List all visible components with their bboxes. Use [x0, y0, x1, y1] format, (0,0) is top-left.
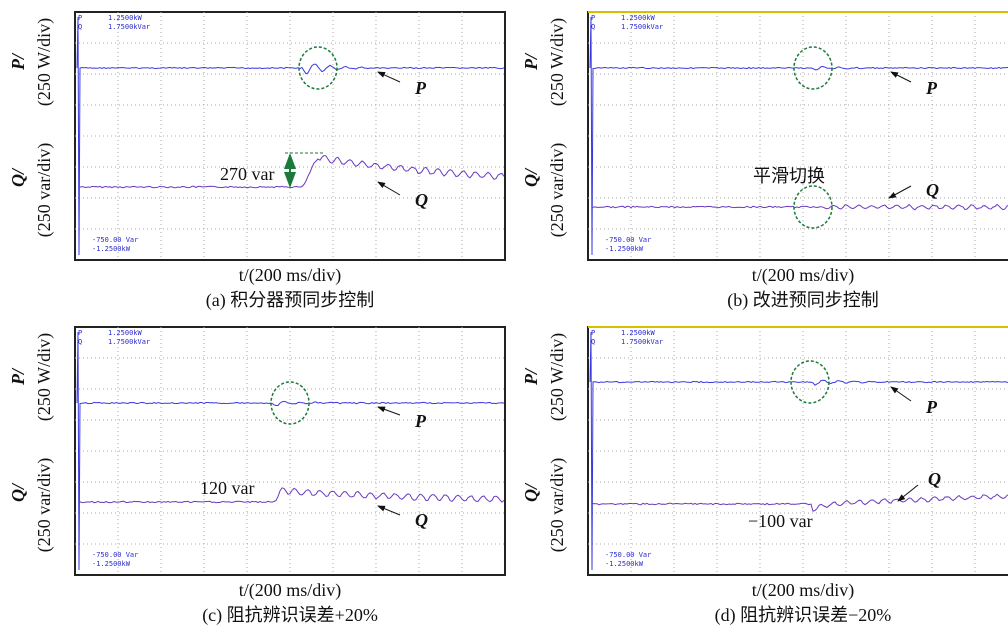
caption: (b) 改进预同步控制 — [727, 290, 879, 311]
scope-label: -750.00 Var — [92, 551, 138, 559]
y-axis-label: P/ — [8, 367, 28, 386]
y-axis-label: P/ — [521, 367, 541, 386]
y-axis-label: P/ — [8, 52, 28, 71]
scope-label: P — [591, 329, 595, 337]
annotation: 平滑切换 — [753, 166, 825, 186]
scope-label: -750.00 Var — [605, 236, 651, 244]
y-axis-label: (250 var/div) — [547, 458, 568, 552]
scope-label: 1.7500kVar — [621, 23, 663, 31]
x-axis-label: t/(200 ms/div) — [239, 265, 342, 286]
annotation: −100 var — [748, 511, 813, 531]
annotation: Q — [415, 510, 428, 530]
y-axis-label: P/ — [521, 52, 541, 71]
scope-label: 1.7500kVar — [621, 338, 663, 346]
y-axis-label: (250 var/div) — [547, 143, 568, 237]
scope-label: 1.2500kW — [108, 14, 143, 22]
caption: (c) 阻抗辨识误差+20% — [202, 605, 378, 626]
annotation: Q — [926, 180, 939, 200]
scope-label: -750.00 Var — [605, 551, 651, 559]
annotation: 120 var — [200, 478, 254, 498]
caption: (a) 积分器预同步控制 — [206, 290, 374, 311]
scope-label: Q — [591, 338, 595, 346]
scope-label: -1.2500kW — [605, 560, 644, 568]
annotation: P — [414, 78, 427, 98]
y-axis-label: Q/ — [8, 482, 28, 502]
scope-label: Q — [591, 23, 595, 31]
scope-label: -1.2500kW — [92, 245, 131, 253]
scope-label: 1.2500kW — [108, 329, 143, 337]
scope-label: 1.2500kW — [621, 329, 656, 337]
scope-label: Q — [78, 338, 82, 346]
y-axis-label: (250 var/div) — [34, 143, 55, 237]
annotation: Q — [928, 469, 941, 489]
annotation: P — [414, 411, 427, 431]
scope-label: -750.00 Var — [92, 236, 138, 244]
scope-label: P — [78, 329, 82, 337]
annotation: Q — [415, 190, 428, 210]
annotation: P — [925, 78, 938, 98]
y-axis-label: Q/ — [521, 482, 541, 502]
x-axis-label: t/(200 ms/div) — [752, 580, 855, 601]
figure: PQ1.2500kW1.7500kVar-750.00 Var-1.2500kW… — [0, 0, 1008, 637]
x-axis-label: t/(200 ms/div) — [752, 265, 855, 286]
scope-label: Q — [78, 23, 82, 31]
y-axis-label: (250 W/div) — [34, 333, 55, 421]
scope-label: 1.7500kVar — [108, 338, 150, 346]
y-axis-label: (250 W/div) — [547, 333, 568, 421]
scope-label: P — [78, 14, 82, 22]
annotation: P — [925, 397, 938, 417]
y-axis-label: Q/ — [8, 167, 28, 187]
y-axis-label: (250 var/div) — [34, 458, 55, 552]
annotation: 270 var — [220, 164, 274, 184]
scope-label: -1.2500kW — [92, 560, 131, 568]
y-axis-label: (250 W/div) — [547, 18, 568, 106]
caption: (d) 阻抗辨识误差−20% — [715, 605, 892, 626]
y-axis-label: (250 W/div) — [34, 18, 55, 106]
scope-label: 1.7500kVar — [108, 23, 150, 31]
scope-label: 1.2500kW — [621, 14, 656, 22]
x-axis-label: t/(200 ms/div) — [239, 580, 342, 601]
scope-label: P — [591, 14, 595, 22]
y-axis-label: Q/ — [521, 167, 541, 187]
scope-label: -1.2500kW — [605, 245, 644, 253]
